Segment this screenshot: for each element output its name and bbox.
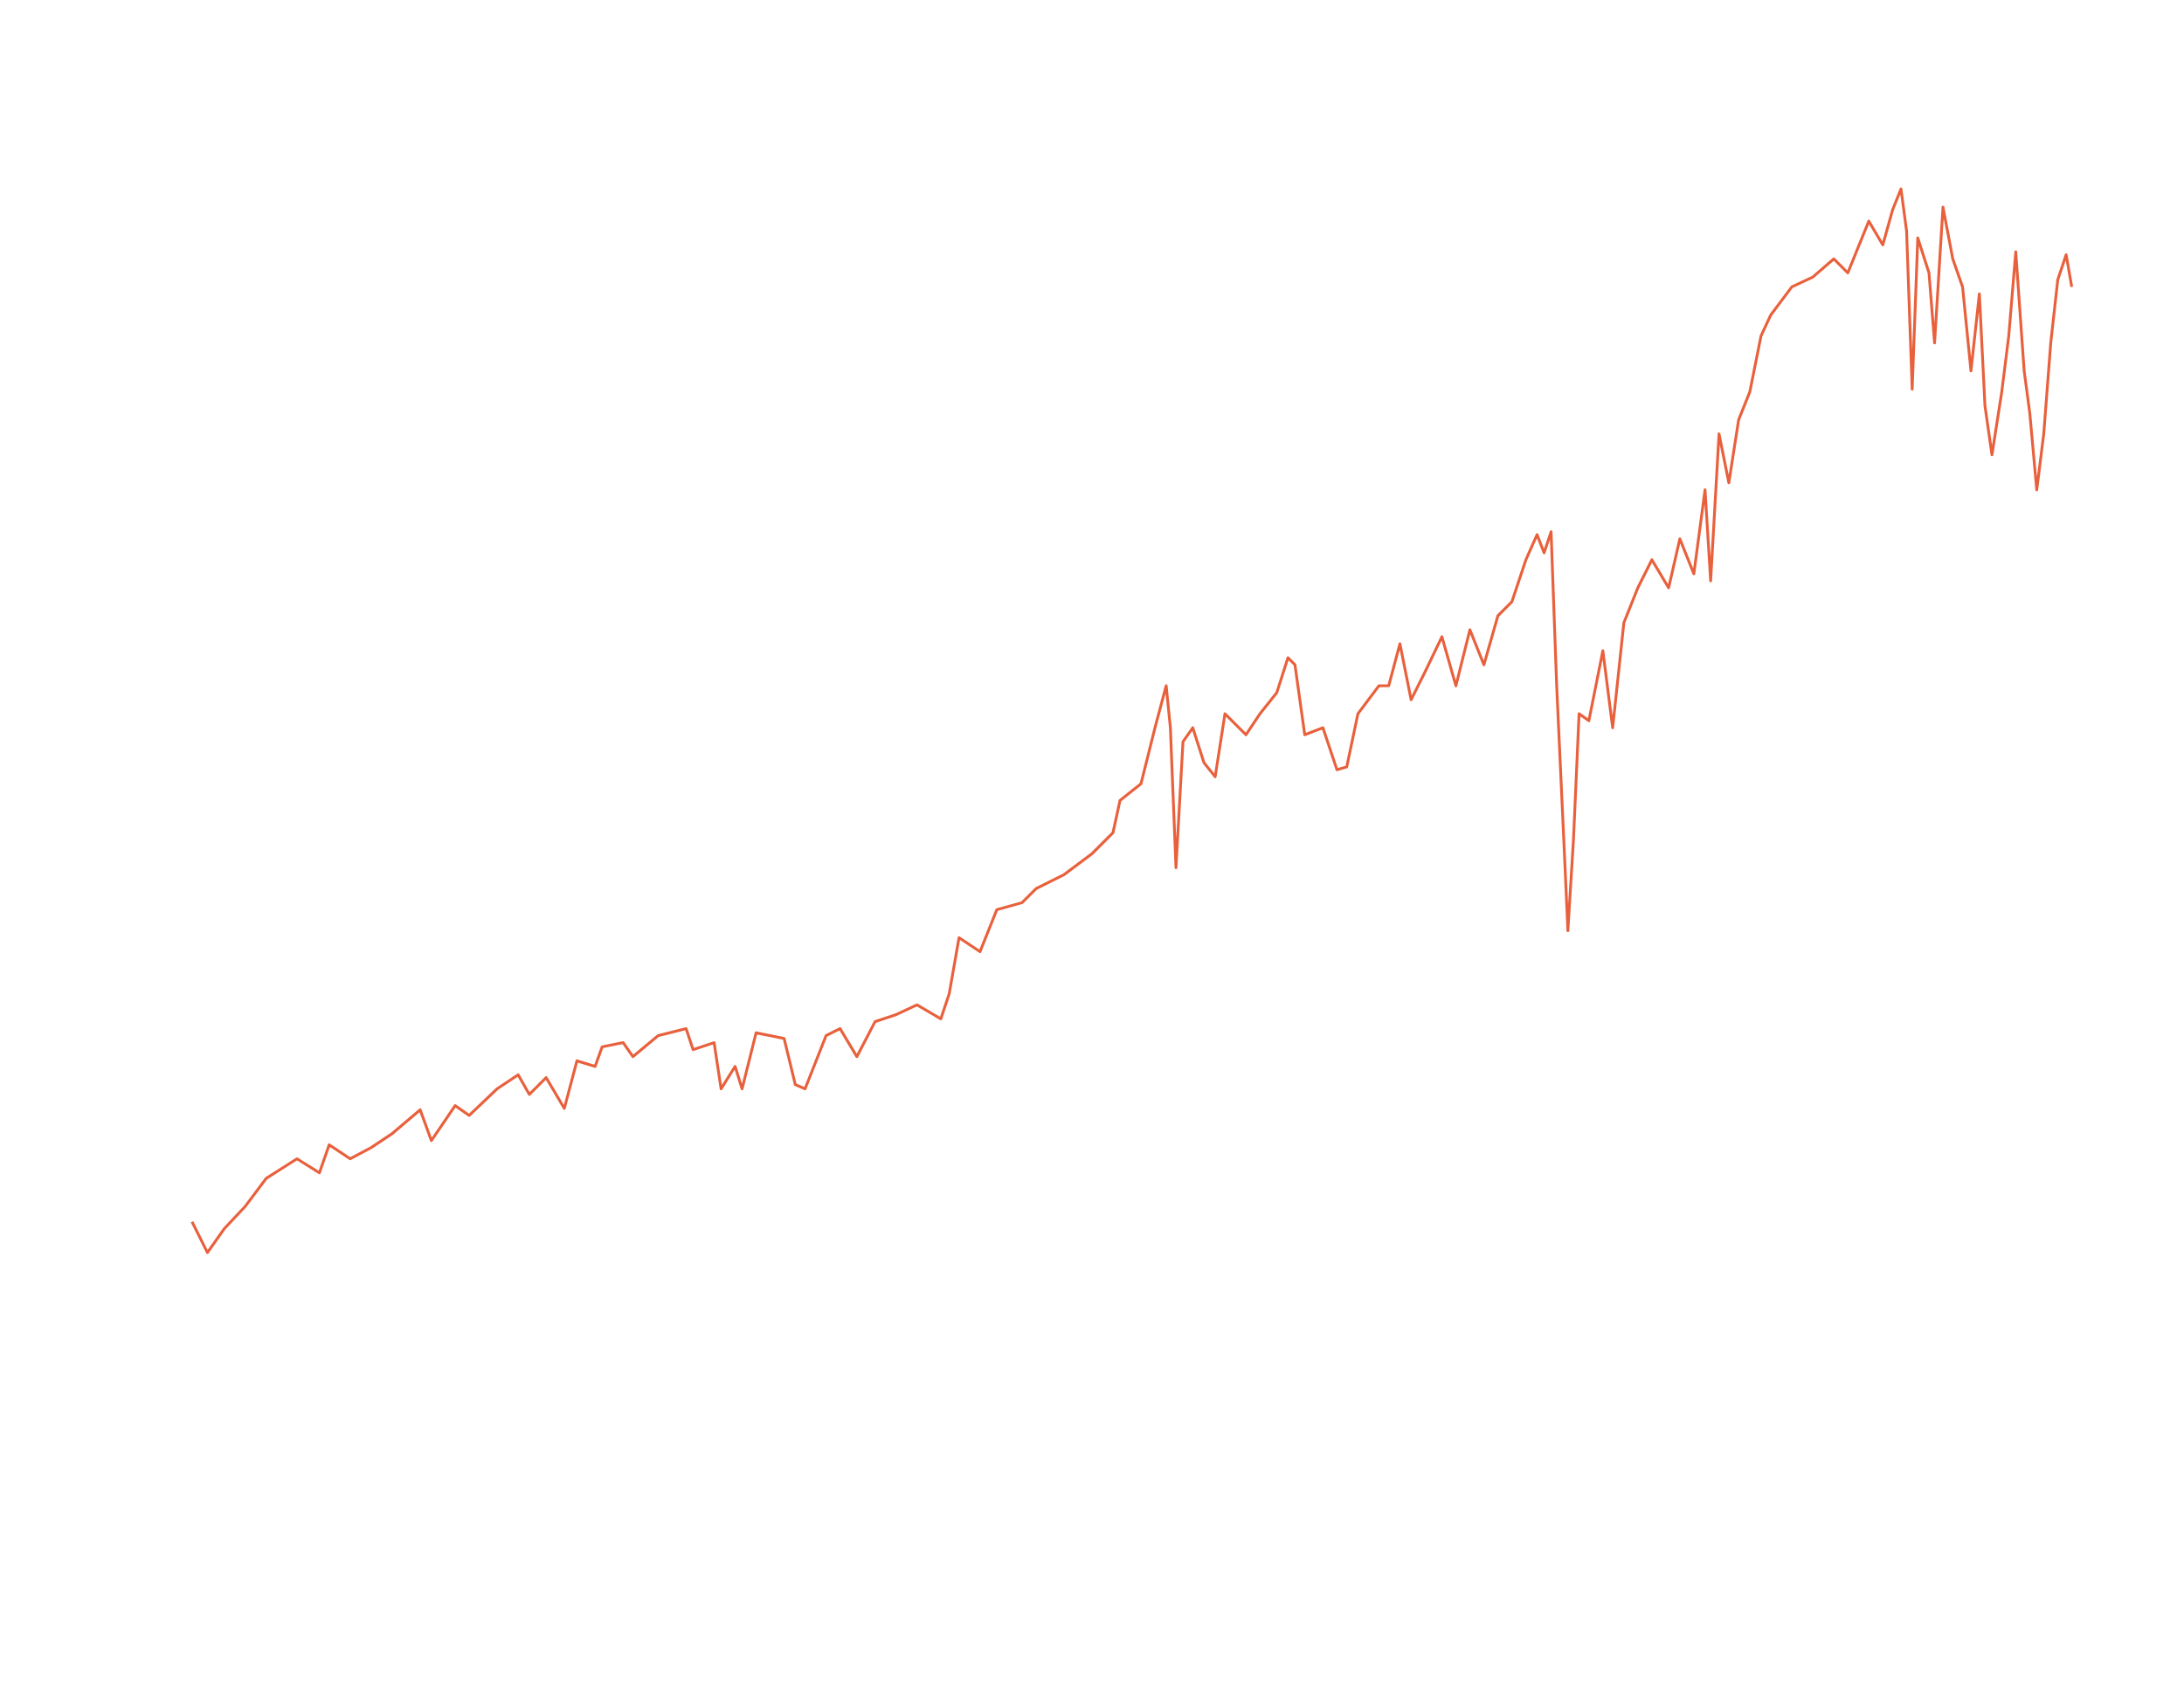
line (190, 187, 2074, 1254)
